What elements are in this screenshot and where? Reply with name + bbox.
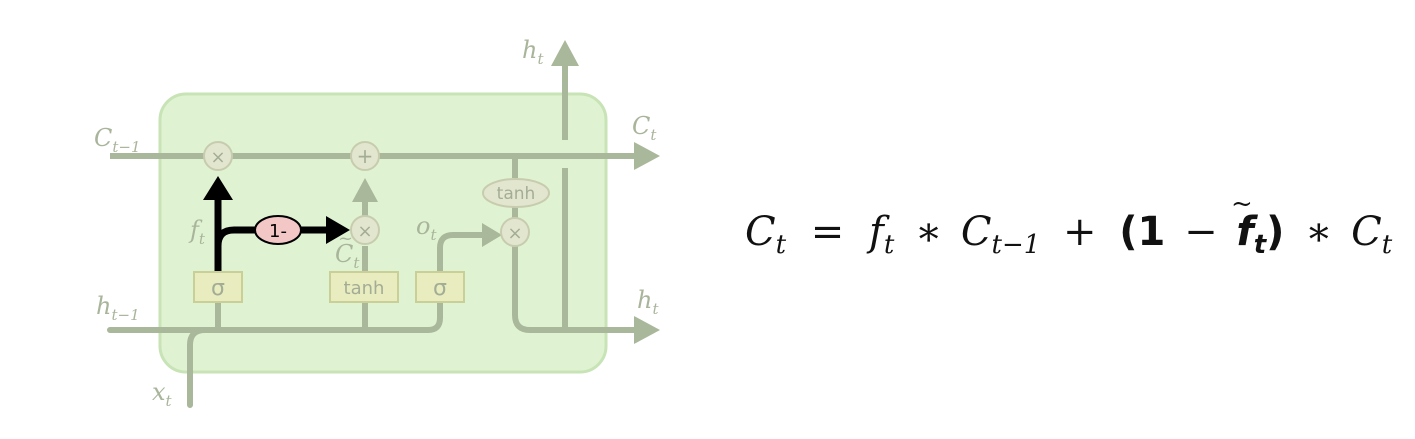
label-h-prev: ht−1 — [96, 292, 140, 324]
label-o-t: ot — [416, 212, 437, 244]
label-h-right: ht — [637, 286, 659, 318]
forget-gate-arrowhead — [203, 176, 233, 200]
input-mult-node: × — [350, 215, 380, 245]
svg-text:~: ~ — [1231, 189, 1253, 219]
forget-mult-node: × — [203, 141, 233, 171]
label-c-tilde: Ct ~ — [335, 228, 360, 272]
coupled-update-equation: Ct = ft ∗ Ct−1 + (1 − ft) ∗ Ct ~ — [745, 189, 1393, 263]
svg-text:σ: σ — [433, 276, 447, 301]
h-top-arrowhead — [551, 40, 579, 66]
svg-text:×: × — [210, 147, 225, 168]
svg-text:Ct = ft ∗: Ct = ft ∗ Ct−1 + (1 − ft) ∗ Ct — [745, 209, 1393, 263]
lstm-cell-body — [158, 92, 608, 374]
svg-text:×: × — [357, 221, 372, 242]
output-sigma-gate: σ — [415, 271, 465, 303]
one-minus-arrowhead — [326, 216, 350, 244]
cell-state-arrowhead — [634, 142, 660, 170]
one-minus-node — [254, 215, 302, 245]
svg-text:~: ~ — [338, 228, 353, 249]
output-h-line — [512, 246, 636, 333]
svg-text:tanh: tanh — [497, 184, 536, 204]
output-mult-node: × — [500, 217, 530, 247]
svg-text:σ: σ — [211, 276, 225, 301]
label-h-top: ht — [522, 36, 544, 68]
label-x-t: xt — [152, 378, 173, 410]
svg-text:+: + — [357, 144, 374, 168]
forget-sigma-gate: σ — [193, 271, 243, 303]
input-to-add-arrowhead — [352, 178, 378, 202]
svg-text:Ct: Ct — [335, 240, 360, 272]
svg-text:tanh: tanh — [344, 278, 385, 299]
h-right-arrowhead — [634, 316, 660, 344]
one-minus-path-left — [214, 226, 256, 247]
candidate-tanh-gate: tanh — [329, 271, 399, 303]
cell-tanh-node: tanh — [482, 178, 550, 208]
svg-text:×: × — [507, 223, 522, 244]
label-c-t: Ct — [632, 112, 657, 144]
label-c-prev: Ct−1 — [94, 124, 141, 156]
output-gate-arrowhead — [482, 223, 502, 247]
cell-add-node: + — [350, 141, 380, 171]
one-minus-label: 1- — [269, 221, 287, 242]
